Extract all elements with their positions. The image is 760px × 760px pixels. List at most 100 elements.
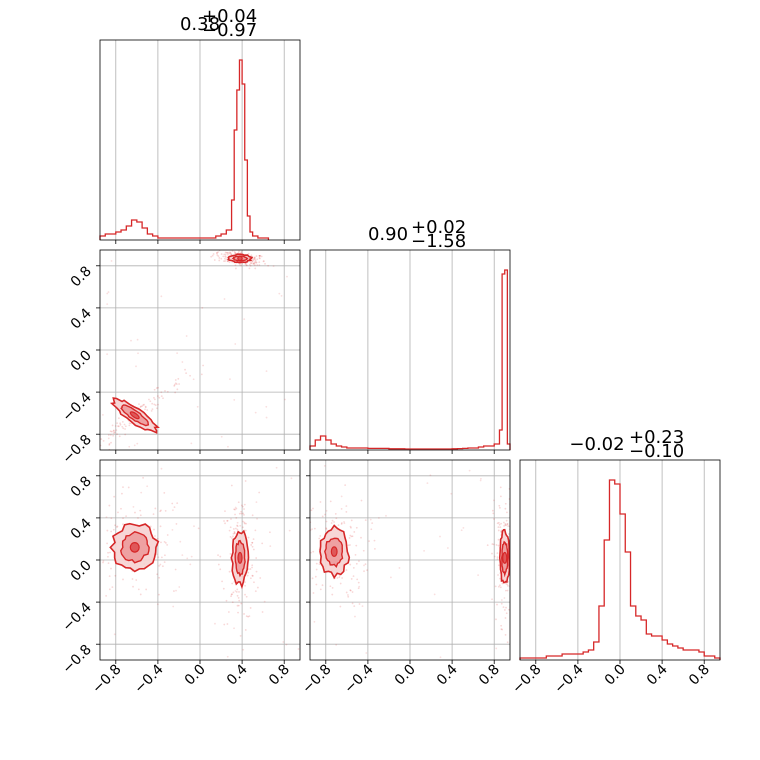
sample-point	[228, 570, 231, 573]
sample-point	[113, 495, 116, 498]
sample-point	[171, 502, 174, 505]
x-tick-labels-col-1: −0.8 −0.4 0.0 0.4 0.8	[299, 661, 503, 696]
sample-point	[234, 590, 237, 592]
sample-point	[506, 523, 509, 525]
y-tick-labels-row-1: −0.8 −0.4 0.0 0.4 0.8	[59, 263, 94, 467]
sample-point	[236, 525, 239, 528]
sample-point	[265, 370, 268, 373]
sample-point	[512, 536, 514, 538]
sample-point	[216, 251, 218, 254]
sample-point	[146, 485, 149, 488]
sample-point	[150, 409, 153, 412]
sample-point	[503, 525, 505, 527]
sample-point	[229, 535, 232, 538]
sample-point	[351, 602, 354, 605]
sample-point	[512, 513, 514, 515]
sample-point	[250, 254, 253, 257]
grid-lines	[100, 250, 300, 450]
sample-point	[174, 568, 177, 571]
sample-point	[506, 589, 509, 592]
sample-point	[258, 261, 261, 264]
sample-point	[218, 259, 221, 262]
sample-point	[92, 575, 94, 577]
sample-point	[108, 443, 111, 446]
sample-point	[114, 425, 117, 427]
sample-point	[235, 591, 238, 593]
sample-point	[174, 382, 177, 385]
sample-point	[371, 522, 374, 525]
sample-point	[290, 477, 293, 480]
sample-point	[460, 529, 463, 532]
sample-point	[263, 600, 266, 603]
sample-point	[148, 398, 150, 401]
sample-point	[496, 552, 499, 555]
sample-point	[252, 262, 255, 265]
sample-point	[186, 557, 189, 560]
sample-point	[172, 605, 175, 608]
sample-point	[491, 543, 494, 545]
sample-point	[143, 403, 145, 406]
sample-point	[108, 588, 111, 591]
sample-point	[255, 570, 258, 573]
sample-point	[355, 526, 358, 529]
sample-point	[245, 264, 248, 267]
sample-point	[315, 583, 318, 586]
sample-point	[219, 555, 222, 558]
sample-point	[256, 258, 259, 261]
sample-point	[258, 264, 261, 266]
sample-point	[253, 581, 255, 584]
grid-lines	[115, 40, 285, 240]
sample-point	[260, 255, 263, 258]
sample-point	[241, 505, 244, 508]
sample-point	[236, 528, 239, 531]
sample-point	[163, 540, 166, 543]
sample-point	[97, 444, 99, 446]
sample-point	[189, 563, 192, 566]
sample-point	[370, 528, 373, 531]
sample-point	[230, 253, 233, 256]
sample-point	[234, 343, 237, 345]
sample-point	[450, 492, 453, 495]
sample-point	[217, 563, 220, 566]
sample-point	[121, 492, 123, 495]
sample-point	[174, 391, 177, 394]
sample-point	[255, 261, 257, 264]
sample-point	[141, 405, 144, 407]
sample-point	[127, 486, 130, 489]
sample-point	[355, 562, 358, 565]
sample-point	[512, 492, 514, 494]
sample-point	[138, 403, 140, 405]
sample-point	[120, 507, 122, 510]
sample-point	[513, 598, 515, 600]
sample-point	[256, 264, 259, 266]
sample-point	[311, 577, 314, 580]
sample-point	[139, 593, 142, 596]
sample-point	[173, 506, 176, 509]
sample-point	[236, 594, 239, 597]
sample-point	[106, 529, 109, 532]
sample-point	[512, 579, 514, 581]
sample-point	[160, 391, 163, 394]
sample-point	[491, 509, 494, 512]
x-tick-labels-col-2: −0.8 −0.4 0.0 0.4 0.8	[509, 661, 713, 696]
sample-point	[349, 589, 352, 592]
sample-point	[105, 594, 108, 597]
sample-point	[112, 528, 115, 531]
sample-point	[110, 530, 113, 533]
sample-point	[477, 574, 480, 577]
sample-point	[197, 527, 200, 530]
sample-point	[491, 598, 493, 601]
sample-point	[229, 248, 231, 250]
sample-point	[363, 570, 365, 573]
sample-point	[275, 466, 278, 469]
sample-point	[210, 255, 213, 258]
sample-point	[226, 252, 229, 254]
sample-point	[426, 482, 429, 485]
contour-core	[237, 255, 243, 262]
sample-point	[369, 518, 372, 521]
sample-point	[63, 466, 65, 468]
sample-point	[136, 338, 139, 341]
sample-point	[340, 508, 343, 510]
sample-point	[226, 623, 229, 625]
sample-point	[364, 563, 367, 566]
